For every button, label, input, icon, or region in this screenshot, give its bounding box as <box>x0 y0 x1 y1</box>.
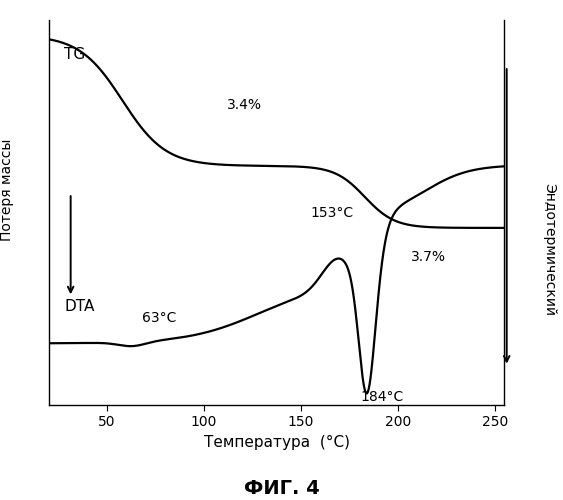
Text: Эндотермический: Эндотермический <box>542 184 556 316</box>
Text: 3.4%: 3.4% <box>227 98 262 112</box>
Text: 63°C: 63°C <box>142 312 176 326</box>
Text: TG: TG <box>64 47 86 62</box>
Text: 184°C: 184°C <box>361 390 404 404</box>
Text: 153°C: 153°C <box>311 206 354 220</box>
Text: Потеря массы: Потеря массы <box>1 139 14 241</box>
Text: DTA: DTA <box>64 300 95 314</box>
X-axis label: Температура  (°C): Температура (°C) <box>204 435 350 450</box>
Text: ФИГ. 4: ФИГ. 4 <box>244 478 319 498</box>
Text: 3.7%: 3.7% <box>412 250 446 264</box>
